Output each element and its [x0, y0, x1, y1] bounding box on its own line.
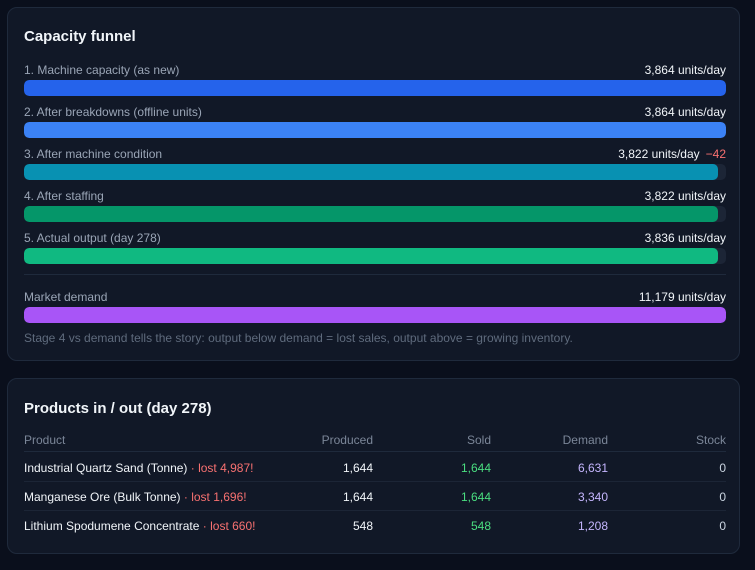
capacity-funnel-title: Capacity funnel [24, 28, 136, 45]
stage-label: 1. Machine capacity (as new) [24, 63, 180, 77]
stage-bar-track [24, 206, 726, 222]
table-row: Manganese Ore (Bulk Tonne) · lost 1,696!… [24, 482, 726, 511]
stock-value: 0 [719, 519, 726, 533]
product-cell: Manganese Ore (Bulk Tonne) · lost 1,696! [24, 490, 247, 504]
product-name: Industrial Quartz Sand (Tonne) [24, 461, 188, 475]
column-header-product: Product [24, 433, 66, 447]
stage-bar-track [24, 80, 726, 96]
lost-sales-warning: · lost 1,696! [180, 490, 247, 504]
stage-label: 4. After staffing [24, 189, 104, 203]
funnel-stage-machine-capacity: 1. Machine capacity (as new) 3,864 units… [24, 63, 726, 96]
stage-bar-track [24, 164, 726, 180]
stage-label: 3. After machine condition [24, 147, 163, 161]
sold-value: 548 [470, 519, 491, 533]
funnel-divider [24, 274, 726, 275]
funnel-stage-after-breakdowns: 2. After breakdowns (offline units) 3,86… [24, 105, 726, 138]
lost-sales-warning: · lost 4,987! [187, 461, 254, 475]
stage-label: 5. Actual output (day 278) [24, 231, 161, 245]
produced-value: 1,644 [342, 461, 373, 475]
product-name: Lithium Spodumene Concentrate [24, 519, 200, 533]
stage-bar-fill [24, 80, 726, 96]
demand-value: 11,179 units/day [638, 290, 726, 304]
stage-value: 3,822 units/day −42 [618, 147, 726, 161]
column-header-produced: Produced [321, 433, 373, 447]
capacity-funnel-card: Capacity funnel 1. Machine capacity (as … [7, 7, 740, 361]
demand-value: 6,631 [577, 461, 608, 475]
stage-label: 2. After breakdowns (offline units) [24, 105, 202, 119]
products-card: Products in / out (day 278) Product Prod… [7, 378, 740, 554]
produced-value: 548 [352, 519, 373, 533]
stage-value: 3,836 units/day [644, 231, 726, 245]
produced-value: 1,644 [342, 490, 373, 504]
stage-bar-fill [24, 122, 726, 138]
products-title: Products in / out (day 278) [24, 400, 212, 417]
sold-value: 1,644 [460, 490, 491, 504]
product-name: Manganese Ore (Bulk Tonne) [24, 490, 181, 504]
table-row: Industrial Quartz Sand (Tonne) · lost 4,… [24, 453, 726, 482]
demand-label: Market demand [24, 290, 108, 304]
product-cell: Lithium Spodumene Concentrate · lost 660… [24, 519, 255, 533]
stage-bar-fill [24, 164, 719, 180]
stock-value: 0 [719, 461, 726, 475]
funnel-stage-actual-output: 5. Actual output (day 278) 3,836 units/d… [24, 231, 726, 264]
stage-delta: −42 [705, 147, 726, 161]
stage-value: 3,864 units/day [644, 105, 726, 119]
sold-value: 1,644 [460, 461, 491, 475]
stage-bar-track [24, 248, 726, 264]
market-demand-stage: Market demand 11,179 units/day [24, 290, 726, 323]
stage-bar-fill [24, 248, 719, 264]
stock-value: 0 [719, 490, 726, 504]
stage-bar-track [24, 122, 726, 138]
funnel-stage-after-machine-condition: 3. After machine condition 3,822 units/d… [24, 147, 726, 180]
funnel-stage-after-staffing: 4. After staffing 3,822 units/day [24, 189, 726, 222]
products-table-header: Product Produced Sold Demand Stock [24, 433, 726, 452]
demand-value: 1,208 [577, 519, 608, 533]
column-header-demand: Demand [562, 433, 608, 447]
column-header-stock: Stock [695, 433, 726, 447]
stage-bar-fill [24, 206, 719, 222]
stage-value: 3,822 units/day [644, 189, 726, 203]
stage-value: 3,864 units/day [644, 63, 726, 77]
demand-value: 3,340 [577, 490, 608, 504]
demand-bar-fill [24, 307, 726, 323]
product-cell: Industrial Quartz Sand (Tonne) · lost 4,… [24, 461, 253, 475]
funnel-note: Stage 4 vs demand tells the story: outpu… [24, 331, 573, 345]
lost-sales-warning: · lost 660! [199, 519, 256, 533]
column-header-sold: Sold [466, 433, 491, 447]
demand-bar-track [24, 307, 726, 323]
table-row: Lithium Spodumene Concentrate · lost 660… [24, 511, 726, 539]
